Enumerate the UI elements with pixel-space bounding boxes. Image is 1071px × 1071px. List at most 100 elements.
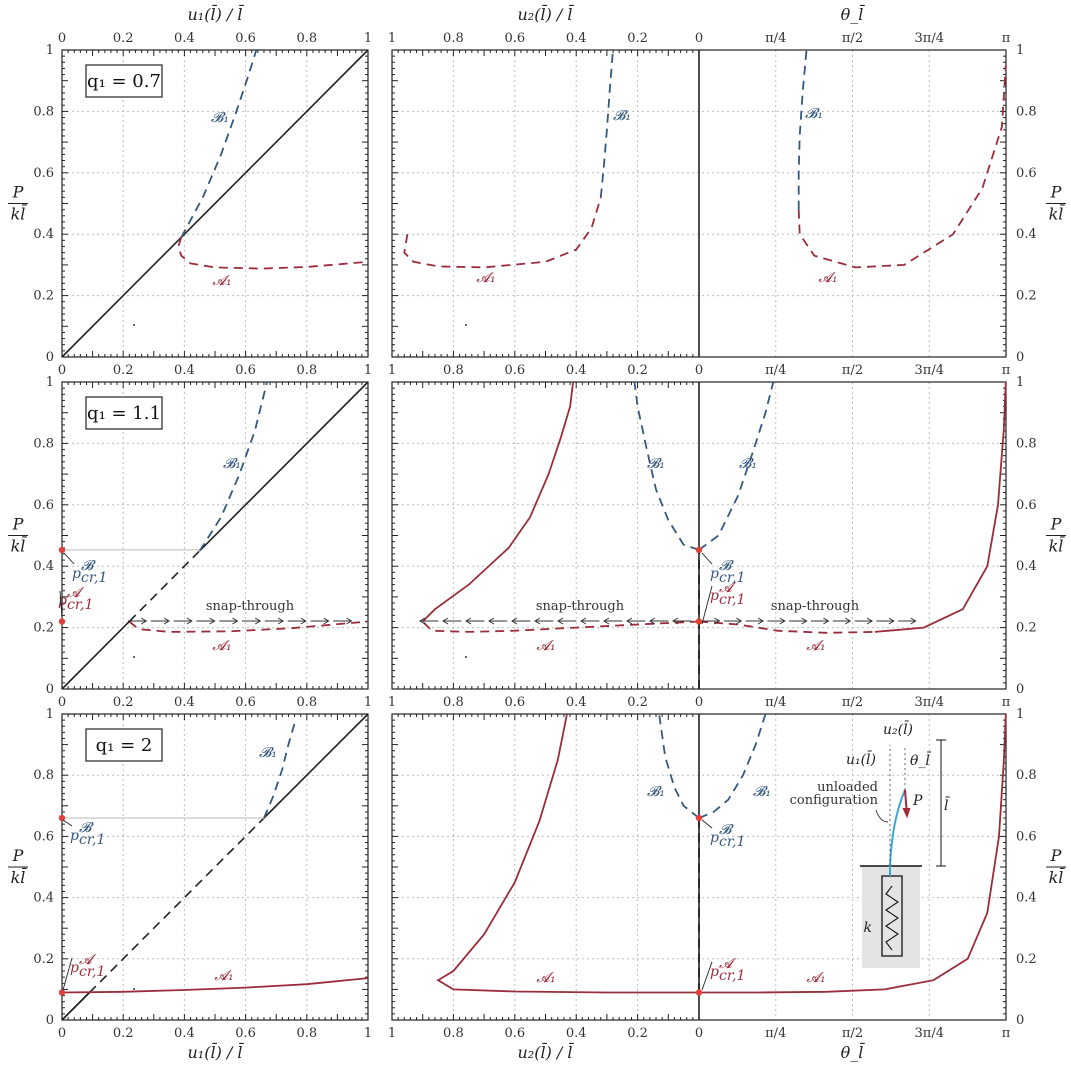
critical-point bbox=[58, 814, 66, 822]
y-tick-label: 1 bbox=[1016, 43, 1024, 58]
x-tick-label: 0.6 bbox=[504, 695, 525, 710]
x-tick-label: 0.4 bbox=[566, 1026, 587, 1041]
snap-through-label: snap-through bbox=[536, 599, 625, 614]
diagonal-line bbox=[61, 49, 369, 358]
x-top-tick-label: 1 bbox=[388, 31, 396, 46]
snap-arrow-head bbox=[557, 617, 564, 625]
y-tick-label: 0 bbox=[46, 682, 54, 697]
A1-u2-dashed bbox=[422, 620, 700, 633]
y-axis-label-num: P bbox=[1050, 515, 1062, 534]
A1-left-curve bbox=[177, 237, 369, 270]
pcr-A-label-sup: 𝓐 bbox=[79, 952, 97, 968]
B1-left-curve bbox=[180, 49, 258, 238]
y-axis-label-den: kl̄ bbox=[1049, 866, 1065, 887]
pcr-A-label-sup: 𝓐 bbox=[719, 956, 737, 972]
snap-arrow-head bbox=[910, 617, 917, 625]
theta-top-tick-label: π/4 bbox=[765, 31, 786, 46]
B1-theta-curve bbox=[698, 713, 767, 819]
q-label-box bbox=[85, 728, 163, 762]
B1-label: 𝓑₁ bbox=[805, 106, 823, 122]
snap-arrow-head bbox=[823, 617, 830, 625]
x-axis-title-top: θ_l̄ bbox=[841, 3, 865, 24]
y-tick-label: 0.4 bbox=[33, 227, 54, 242]
y-axis-label-num: P bbox=[12, 846, 24, 865]
pcr-B-label: p bbox=[710, 566, 719, 582]
y-tick-label: 0.8 bbox=[33, 104, 54, 119]
snap-arrow-head bbox=[888, 617, 895, 625]
y-tick-label: 0.4 bbox=[33, 559, 54, 574]
snap-arrow-head bbox=[465, 617, 472, 625]
snap-arrow-head bbox=[419, 617, 426, 625]
snap-arrow-head bbox=[346, 617, 353, 625]
snap-arrow-head bbox=[735, 617, 743, 625]
B1-theta-curve bbox=[797, 49, 808, 210]
pcr-pointer bbox=[62, 957, 73, 991]
theta-top-tick-label: π/2 bbox=[842, 31, 863, 46]
y-tick-label: 0 bbox=[1016, 682, 1024, 697]
x-top-tick-label: 0.2 bbox=[627, 31, 648, 46]
pcr-A-label-sub: cr,1 bbox=[67, 597, 93, 613]
x-top-tick-label: 0.6 bbox=[504, 31, 525, 46]
snap-arrow-head bbox=[779, 617, 786, 625]
critical-point bbox=[58, 618, 66, 625]
x-tick-label: 0.8 bbox=[443, 363, 464, 378]
pcr-A-label: p bbox=[58, 593, 67, 609]
critical-point bbox=[695, 618, 703, 625]
q-label: q₁ = 1.1 bbox=[87, 403, 161, 424]
y-axis-label-num: P bbox=[1050, 183, 1062, 202]
pcr-B-label-sup: 𝓑 bbox=[719, 558, 734, 574]
y-axis-label-den: kl̄ bbox=[11, 534, 27, 555]
pcr-B-label-sub: cr,1 bbox=[719, 834, 745, 850]
snap-arrow-head bbox=[844, 617, 852, 625]
marker-dot bbox=[133, 988, 135, 990]
y-tick-label: 0.6 bbox=[1016, 498, 1037, 513]
pcr-pointer bbox=[701, 585, 713, 625]
pcr-pointer bbox=[59, 590, 63, 619]
y-tick-label: 0.8 bbox=[1016, 436, 1037, 451]
x-tick-label: 1 bbox=[388, 363, 396, 378]
x-tick-label: 0.6 bbox=[504, 363, 525, 378]
x-tick-label: 0 bbox=[695, 695, 703, 710]
pcr-B-label-sub: cr,1 bbox=[719, 570, 745, 586]
y-axis-label-den: kl̄ bbox=[11, 202, 27, 223]
snap-arrow-head bbox=[580, 617, 587, 625]
y-tick-label: 0.4 bbox=[1016, 227, 1037, 242]
snap-arrow-head bbox=[254, 617, 262, 625]
pcr-A-label: p bbox=[710, 964, 719, 980]
snap-arrow-head bbox=[277, 617, 285, 625]
x-tick-label: 0.4 bbox=[566, 695, 587, 710]
y-tick-label: 0.8 bbox=[1016, 104, 1037, 119]
x-tick-label: 1 bbox=[364, 695, 372, 710]
x-tick-label: 0.4 bbox=[174, 695, 195, 710]
x-top-tick-label: 0.4 bbox=[566, 31, 587, 46]
x-top-tick-label: 1 bbox=[364, 31, 372, 46]
x-tick-label: 0.8 bbox=[296, 363, 317, 378]
diagonal-line-dashed bbox=[88, 817, 265, 994]
y-tick-label: 0.2 bbox=[1016, 621, 1037, 636]
pcr-B-label: p bbox=[72, 566, 81, 582]
inset-diagram: u₂(l̄) u₁(l̄) θ_l̄ P l̄ k unloadedconfiguratio… bbox=[790, 720, 951, 968]
x-tick-label: 0.6 bbox=[235, 695, 256, 710]
diagonal-line bbox=[61, 991, 91, 1021]
snap-arrow-head bbox=[442, 617, 449, 625]
pcr-pointer bbox=[701, 961, 713, 991]
y-tick-label: 0.2 bbox=[33, 621, 54, 636]
y-tick-label: 0 bbox=[1016, 350, 1024, 365]
spring-icon bbox=[885, 885, 899, 951]
A1-u2-solid bbox=[422, 381, 574, 623]
pcr-A-label-sub: cr,1 bbox=[719, 968, 745, 984]
theta-tick-label: π/4 bbox=[765, 1026, 786, 1041]
snap-arrow-head bbox=[757, 617, 765, 625]
inset-spring-box bbox=[881, 875, 903, 957]
snap-arrow-head bbox=[714, 617, 721, 625]
pcr-A-label-sup: 𝓐 bbox=[719, 580, 737, 596]
x-tick-label: 0.6 bbox=[235, 1026, 256, 1041]
A1-theta-curve bbox=[699, 713, 1007, 994]
inset-u2-label: u₂(l̄) bbox=[883, 720, 913, 738]
snap-through-label: snap-through bbox=[206, 599, 295, 614]
B1-label: 𝓑₁ bbox=[647, 456, 665, 472]
y-tick-label: 0.4 bbox=[1016, 559, 1037, 574]
theta-tick-label: 3π/4 bbox=[915, 1026, 944, 1041]
critical-point bbox=[695, 989, 703, 996]
q-label: q₁ = 2 bbox=[96, 735, 153, 756]
